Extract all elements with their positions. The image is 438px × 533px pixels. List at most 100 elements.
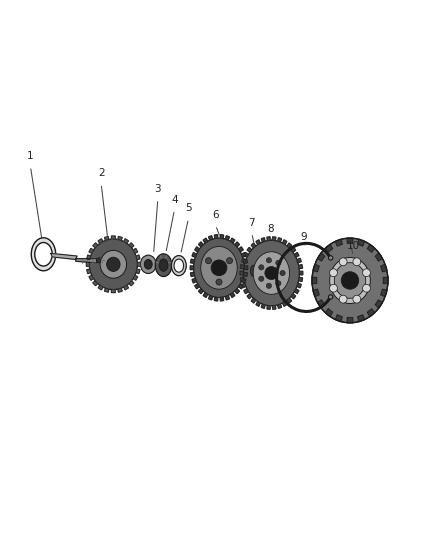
Polygon shape	[241, 253, 246, 257]
Polygon shape	[299, 271, 303, 275]
Circle shape	[265, 266, 278, 280]
Ellipse shape	[31, 238, 56, 271]
Ellipse shape	[174, 259, 184, 272]
Polygon shape	[226, 295, 230, 300]
Polygon shape	[297, 284, 301, 288]
Ellipse shape	[251, 265, 257, 277]
Circle shape	[259, 265, 264, 270]
Polygon shape	[195, 247, 199, 252]
Circle shape	[266, 257, 272, 263]
Circle shape	[328, 295, 333, 299]
Text: 10: 10	[347, 241, 360, 251]
Polygon shape	[235, 242, 240, 247]
Circle shape	[353, 295, 361, 303]
Polygon shape	[203, 293, 208, 297]
Polygon shape	[105, 288, 109, 292]
Text: 3: 3	[155, 183, 161, 193]
Text: 8: 8	[267, 224, 274, 234]
Polygon shape	[336, 239, 342, 246]
Ellipse shape	[159, 259, 168, 271]
Polygon shape	[247, 247, 252, 252]
Circle shape	[339, 258, 347, 266]
Polygon shape	[220, 297, 224, 301]
Polygon shape	[287, 298, 292, 303]
Polygon shape	[375, 300, 382, 308]
Polygon shape	[124, 285, 128, 290]
Ellipse shape	[141, 255, 156, 273]
Polygon shape	[208, 295, 212, 300]
Polygon shape	[124, 239, 128, 244]
Polygon shape	[118, 288, 122, 292]
Ellipse shape	[330, 257, 370, 303]
Ellipse shape	[96, 258, 103, 263]
Polygon shape	[272, 305, 276, 309]
Polygon shape	[312, 277, 317, 284]
Polygon shape	[247, 294, 252, 299]
Ellipse shape	[89, 239, 138, 289]
Polygon shape	[291, 247, 296, 252]
Polygon shape	[195, 284, 199, 289]
Polygon shape	[294, 253, 299, 257]
Polygon shape	[297, 259, 301, 263]
Polygon shape	[136, 255, 140, 260]
Circle shape	[276, 281, 281, 286]
Polygon shape	[89, 248, 93, 253]
Polygon shape	[294, 289, 299, 294]
Polygon shape	[98, 239, 103, 244]
Polygon shape	[347, 318, 353, 322]
Ellipse shape	[171, 256, 186, 276]
Polygon shape	[267, 305, 270, 309]
Polygon shape	[111, 289, 115, 293]
Ellipse shape	[312, 238, 388, 323]
Polygon shape	[358, 315, 364, 321]
Ellipse shape	[247, 258, 260, 284]
Polygon shape	[240, 264, 244, 269]
Circle shape	[266, 283, 272, 288]
Polygon shape	[93, 281, 98, 286]
Polygon shape	[198, 289, 203, 294]
Polygon shape	[230, 293, 235, 297]
Polygon shape	[235, 289, 240, 294]
Polygon shape	[129, 243, 134, 248]
Polygon shape	[375, 253, 382, 261]
Polygon shape	[87, 255, 91, 260]
Circle shape	[226, 257, 233, 264]
Polygon shape	[214, 297, 218, 301]
Polygon shape	[251, 243, 256, 248]
Polygon shape	[336, 315, 342, 321]
Polygon shape	[133, 248, 138, 253]
Polygon shape	[208, 236, 212, 240]
Polygon shape	[136, 269, 140, 273]
Text: 2: 2	[98, 168, 104, 179]
Ellipse shape	[100, 251, 127, 278]
Polygon shape	[118, 237, 122, 240]
Polygon shape	[278, 304, 282, 309]
Polygon shape	[256, 240, 260, 245]
Circle shape	[329, 269, 337, 277]
Polygon shape	[347, 238, 353, 244]
Ellipse shape	[145, 260, 152, 269]
Polygon shape	[239, 247, 243, 252]
Ellipse shape	[35, 243, 52, 266]
Polygon shape	[111, 236, 115, 239]
Circle shape	[259, 276, 264, 281]
Polygon shape	[278, 238, 282, 242]
Polygon shape	[283, 302, 287, 306]
Circle shape	[329, 284, 337, 292]
Circle shape	[211, 260, 227, 276]
Polygon shape	[214, 235, 218, 238]
Polygon shape	[51, 253, 77, 260]
Ellipse shape	[194, 238, 244, 297]
Ellipse shape	[253, 252, 290, 294]
Polygon shape	[203, 238, 208, 243]
Polygon shape	[87, 269, 91, 273]
Polygon shape	[383, 277, 388, 284]
Polygon shape	[244, 259, 247, 263]
Ellipse shape	[334, 263, 366, 298]
Polygon shape	[261, 238, 265, 242]
Polygon shape	[313, 264, 319, 272]
Polygon shape	[220, 235, 224, 238]
Polygon shape	[272, 237, 276, 240]
Polygon shape	[230, 238, 235, 243]
Polygon shape	[313, 289, 319, 297]
